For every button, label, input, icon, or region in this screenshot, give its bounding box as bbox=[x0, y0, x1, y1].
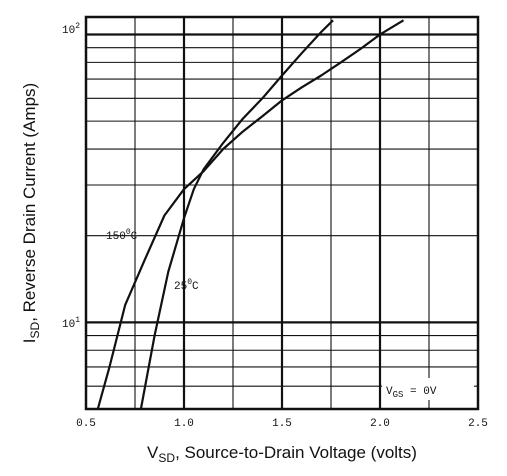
x-tick-label: 0.5 bbox=[76, 418, 96, 430]
series-line-25c bbox=[139, 19, 334, 410]
series-label-150c: 1500C bbox=[106, 228, 138, 243]
condition-label: VGS = 0V bbox=[386, 386, 437, 400]
x-tick-label: 1.0 bbox=[174, 418, 194, 430]
condition-label-main: V bbox=[386, 386, 393, 398]
x-axis-title-sub: SD bbox=[158, 451, 175, 465]
x-axis-title: VSD, Source-to-Drain Voltage (volts) bbox=[147, 443, 417, 465]
x-tick-labels: 0.5 1.0 1.5 2.0 2.5 bbox=[76, 418, 488, 430]
x-axis-title-rest: , Source-to-Drain Voltage (volts) bbox=[175, 443, 417, 462]
series-label-main: 150 bbox=[106, 231, 126, 243]
series-label-main: 25 bbox=[174, 281, 187, 293]
series-label-25c: 250C bbox=[174, 278, 199, 293]
series-curves bbox=[96, 19, 405, 410]
x-tick-label: 1.5 bbox=[272, 418, 292, 430]
series-label-sup: 0 bbox=[126, 228, 131, 237]
y-tick-labels: 102 101 bbox=[62, 22, 80, 331]
series-line-150c bbox=[96, 19, 405, 410]
y-tick-base: 10 bbox=[62, 25, 75, 37]
x-tick-label: 2.0 bbox=[370, 418, 390, 430]
series-label-sup: 0 bbox=[187, 278, 192, 287]
y-tick-exp: 1 bbox=[75, 316, 80, 325]
y-axis-title-rest: , Reverse Drain Current (Amps) bbox=[20, 83, 39, 322]
y-axis-title-main: I bbox=[20, 338, 39, 343]
y-tick-label: 101 bbox=[62, 316, 80, 331]
y-axis-title: ISD, Reverse Drain Current (Amps) bbox=[20, 83, 42, 343]
condition-label-bg bbox=[382, 378, 474, 400]
condition-label-rest: = 0V bbox=[403, 386, 436, 398]
y-tick-base: 10 bbox=[62, 319, 75, 331]
y-tick-exp: 2 bbox=[75, 22, 80, 31]
x-tick-label: 2.5 bbox=[468, 418, 488, 430]
series-label-unit: C bbox=[192, 281, 199, 293]
y-axis-title-sub: SD bbox=[28, 321, 42, 338]
condition-label-sub: GS bbox=[393, 390, 404, 400]
y-tick-label: 102 bbox=[62, 22, 80, 37]
series-label-unit: C bbox=[131, 231, 138, 243]
x-axis-title-main: V bbox=[147, 443, 159, 462]
